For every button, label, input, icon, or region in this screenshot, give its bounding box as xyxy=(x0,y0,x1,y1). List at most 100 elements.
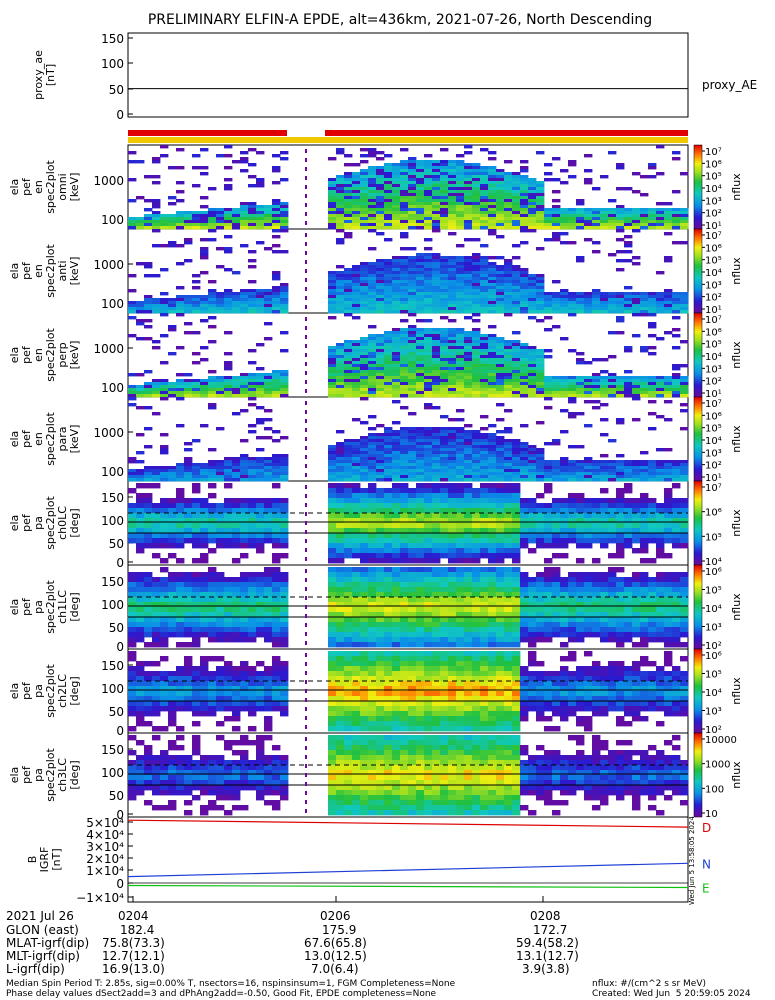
spectrogram-cell xyxy=(480,463,489,467)
y-tick-label: 3×10⁴ xyxy=(86,840,124,854)
spectrogram-cell xyxy=(272,597,281,603)
spectrogram-cell xyxy=(448,427,457,431)
spectrogram-cell xyxy=(504,454,513,458)
spectrogram-cell xyxy=(184,582,193,588)
spectrogram-cell xyxy=(576,358,585,362)
spectrogram-cell xyxy=(520,469,529,473)
spectrogram-cell xyxy=(392,277,401,281)
spectrogram-cell xyxy=(384,523,393,529)
spectrogram-cell xyxy=(640,217,649,221)
spectrogram-cell xyxy=(552,310,561,314)
spectrogram-cell xyxy=(408,498,417,504)
spectrogram-cell xyxy=(376,523,385,529)
spectrogram-cell xyxy=(496,457,505,461)
spectrogram-cell xyxy=(232,632,241,638)
panel-ylabel-line: spec2plot xyxy=(44,328,57,382)
spectrogram-cell xyxy=(368,283,377,287)
spectrogram-cell xyxy=(448,178,457,182)
spectrogram-cell xyxy=(488,184,497,188)
spectrogram-cell xyxy=(640,558,649,564)
spectrogram-cell xyxy=(392,400,401,404)
spectrogram-cell xyxy=(176,220,185,224)
spectrogram-cell xyxy=(520,217,529,221)
spectrogram-cell xyxy=(632,301,641,305)
spectrogram-cell xyxy=(384,433,393,437)
spectrogram-cell xyxy=(384,538,393,544)
spectrogram-cell xyxy=(616,543,625,549)
spectrogram-cell xyxy=(592,295,601,299)
spectrogram-cell xyxy=(368,166,377,170)
spectrogram-cell xyxy=(536,463,545,467)
spectrogram-cell xyxy=(480,488,489,494)
spectrogram-cell xyxy=(344,307,353,311)
spectrogram-cell xyxy=(208,289,217,293)
spectrogram-cell xyxy=(336,364,345,368)
spectrogram-cell xyxy=(512,187,521,191)
spectrogram-cell xyxy=(264,597,273,603)
spectrogram-cell xyxy=(432,442,441,446)
spectrogram-cell xyxy=(632,503,641,509)
spectrogram-cell xyxy=(328,376,337,380)
spectrogram-cell xyxy=(472,334,481,338)
spectrogram-cell xyxy=(504,508,513,514)
spectrogram-cell xyxy=(384,513,393,519)
spectrogram-cell xyxy=(224,184,233,188)
spectrogram-cell xyxy=(256,617,265,623)
spectrogram-cell xyxy=(456,379,465,383)
spectrogram-cell xyxy=(424,259,433,263)
spectrogram-cell xyxy=(400,280,409,284)
spectrogram-cell xyxy=(200,250,209,254)
spectrogram-cell xyxy=(408,602,417,608)
spectrogram-cell xyxy=(224,331,233,335)
spectrogram-cell xyxy=(464,469,473,473)
spectrogram-cell xyxy=(672,364,681,368)
spectrogram-cell xyxy=(248,379,257,383)
spectrogram-cell xyxy=(328,292,337,296)
spectrogram-cell xyxy=(448,475,457,479)
spectrogram-cell xyxy=(336,597,345,603)
spectrogram-cell xyxy=(400,295,409,299)
spectrogram-cell xyxy=(264,298,273,302)
spectrogram-cell xyxy=(200,385,209,389)
spectrogram-cell xyxy=(144,612,153,618)
spectrogram-cell xyxy=(256,304,265,308)
spectrogram-cell xyxy=(232,558,241,564)
spectrogram-cell xyxy=(536,361,545,365)
spectrogram-cell xyxy=(168,388,177,392)
spectrogram-cell xyxy=(496,199,505,203)
spectrogram-cell xyxy=(504,175,513,179)
spectrogram-cell xyxy=(632,229,641,233)
spectrogram-cell xyxy=(608,298,617,302)
spectrogram-cell xyxy=(248,518,257,524)
spectrogram-cell xyxy=(416,349,425,353)
spectrogram-cell xyxy=(264,627,273,633)
spectrogram-cell xyxy=(144,642,153,648)
spectrogram-cell xyxy=(328,355,337,359)
spectrogram-cell xyxy=(200,498,209,504)
spectrogram-cell xyxy=(600,543,609,549)
spectrogram-cell xyxy=(240,391,249,395)
spectrogram-cell xyxy=(240,469,249,473)
spectrogram-cell xyxy=(392,373,401,377)
spectrogram-cell xyxy=(416,457,425,461)
spectrogram-cell xyxy=(496,178,505,182)
spectrogram-cell xyxy=(632,208,641,212)
spectrogram-cell xyxy=(328,361,337,365)
spectrogram-cell xyxy=(496,448,505,452)
spectrogram-cell xyxy=(472,385,481,389)
spectrogram-cell xyxy=(368,148,377,152)
spectrogram-cell xyxy=(384,597,393,603)
spectrogram-cell xyxy=(208,238,217,242)
spectrogram-cell xyxy=(256,382,265,386)
spectrogram-cell xyxy=(424,370,433,374)
spectrogram-cell xyxy=(144,301,153,305)
spectrogram-cell xyxy=(360,190,369,194)
spectrogram-cell xyxy=(376,567,385,573)
spectrogram-cell xyxy=(136,493,145,499)
spectrogram-cell xyxy=(488,460,497,464)
spectrogram-cell xyxy=(328,637,337,643)
spectrogram-cell xyxy=(232,523,241,529)
spectrogram-cell xyxy=(272,382,281,386)
spectrogram-cell xyxy=(616,301,625,305)
spectrogram-cell xyxy=(648,463,657,467)
